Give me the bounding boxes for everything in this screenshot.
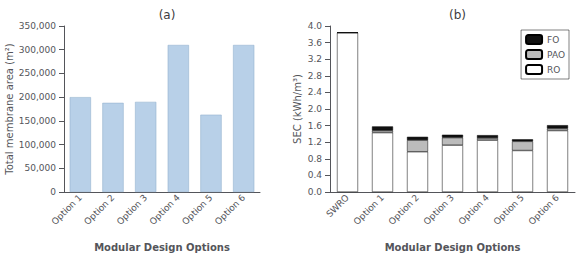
svg-text:Option 1: Option 1 <box>50 192 84 226</box>
svg-text:(a): (a) <box>159 8 176 22</box>
svg-text:Total membrane area (m²): Total membrane area (m²) <box>4 43 15 176</box>
svg-text:2.0: 2.0 <box>308 104 323 114</box>
svg-text:1.2: 1.2 <box>308 137 322 147</box>
svg-text:Option 4: Option 4 <box>148 192 183 227</box>
svg-text:200,000: 200,000 <box>19 92 56 102</box>
svg-text:300,000: 300,000 <box>19 45 56 55</box>
svg-text:SEC (kWh/m³): SEC (kWh/m³) <box>292 74 303 144</box>
svg-text:SWRO: SWRO <box>324 192 351 219</box>
svg-text:150,000: 150,000 <box>19 116 56 126</box>
svg-text:250,000: 250,000 <box>19 68 56 78</box>
svg-text:2.4: 2.4 <box>308 87 323 97</box>
svg-text:3.6: 3.6 <box>308 38 323 48</box>
svg-text:Option 6: Option 6 <box>527 192 562 227</box>
svg-text:0.8: 0.8 <box>308 154 323 164</box>
svg-text:0.0: 0.0 <box>308 187 323 197</box>
svg-text:(b): (b) <box>449 8 466 22</box>
svg-text:50,000: 50,000 <box>25 163 57 173</box>
svg-text:Option 5: Option 5 <box>492 192 526 226</box>
svg-text:0.4: 0.4 <box>308 170 323 180</box>
svg-text:Option 5: Option 5 <box>180 192 214 226</box>
svg-text:100,000: 100,000 <box>19 140 56 150</box>
svg-text:1.6: 1.6 <box>308 121 323 131</box>
svg-text:Option 2: Option 2 <box>82 192 116 226</box>
svg-text:3.2: 3.2 <box>308 54 322 64</box>
svg-text:Option 2: Option 2 <box>387 192 421 226</box>
svg-text:4.0: 4.0 <box>308 21 323 31</box>
svg-text:0: 0 <box>50 187 56 197</box>
svg-text:Modular Design Options: Modular Design Options <box>94 242 230 253</box>
svg-text:Option 3: Option 3 <box>422 192 456 226</box>
svg-text:Option 4: Option 4 <box>457 192 492 227</box>
svg-text:FO: FO <box>547 35 559 45</box>
svg-text:RO: RO <box>547 65 560 75</box>
svg-text:2.8: 2.8 <box>308 71 323 81</box>
svg-text:PAO: PAO <box>547 50 565 60</box>
svg-text:Option 1: Option 1 <box>352 192 386 226</box>
svg-text:Option 3: Option 3 <box>115 192 149 226</box>
svg-text:Modular Design Options: Modular Design Options <box>385 242 521 253</box>
svg-text:Option 6: Option 6 <box>213 192 248 227</box>
svg-text:350,000: 350,000 <box>19 21 56 31</box>
